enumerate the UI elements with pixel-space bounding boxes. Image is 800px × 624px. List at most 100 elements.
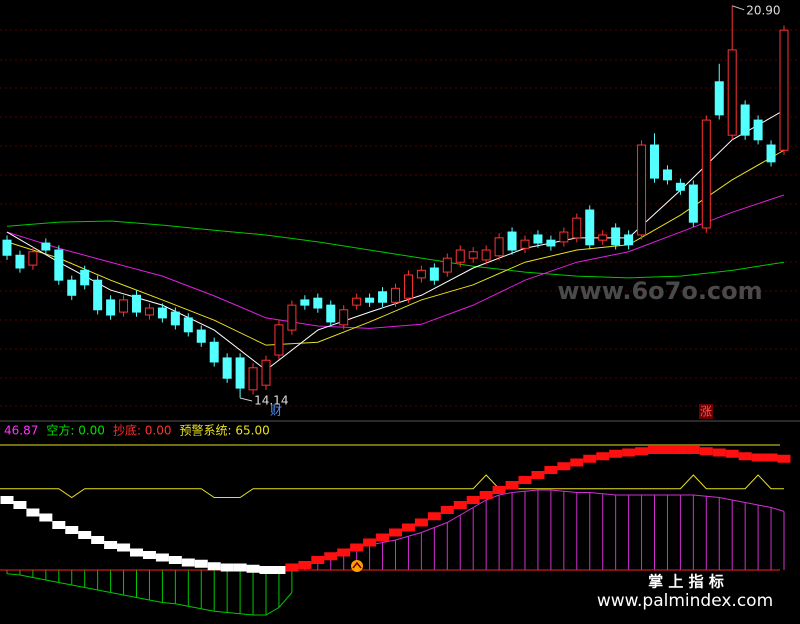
candle-body <box>403 274 413 299</box>
marker-cai: 财 <box>270 404 282 418</box>
low-label: 14.14 <box>254 393 288 407</box>
candle-body <box>15 254 25 269</box>
candle-body <box>533 234 543 244</box>
trend-block <box>376 533 390 542</box>
candle-body <box>93 279 103 311</box>
trend-block <box>570 458 584 467</box>
trend-block <box>609 449 623 458</box>
signal-arrow <box>352 561 362 569</box>
candle-body <box>80 269 90 286</box>
trend-block <box>298 561 312 569</box>
trend-block <box>751 453 765 462</box>
indicator-value: 46.87 <box>4 424 38 438</box>
candle-body <box>779 29 789 151</box>
high-label: 20.90 <box>746 3 780 17</box>
moving-average <box>6 109 785 371</box>
signal-icon <box>351 560 363 572</box>
trend-block <box>725 449 739 458</box>
candle-body <box>429 267 439 281</box>
candle-body <box>119 299 129 313</box>
trend-block <box>648 446 661 454</box>
candle-body <box>352 297 362 306</box>
trend-block <box>479 491 493 499</box>
trend-block <box>673 446 687 454</box>
candle-body <box>209 341 219 363</box>
candle-body <box>520 239 530 249</box>
alert-line <box>0 474 784 499</box>
trend-block <box>337 548 351 557</box>
marker-bg <box>699 404 713 419</box>
trend-block <box>78 531 92 539</box>
trend-block <box>544 466 558 474</box>
candle-body <box>442 257 452 273</box>
candle-body <box>740 104 750 136</box>
candle-body <box>559 231 569 243</box>
indicator-value: 空方: 0.00 <box>46 423 105 438</box>
trend-block <box>39 513 53 522</box>
trend-block <box>583 454 597 463</box>
candle-body <box>261 359 271 386</box>
candle-body <box>624 234 634 246</box>
candle-body <box>416 269 426 279</box>
candle-body <box>2 239 12 256</box>
candle-body <box>67 279 77 296</box>
trend-block <box>777 454 791 463</box>
trend-block <box>272 566 286 574</box>
candle-body <box>196 329 206 343</box>
candle-body <box>662 169 672 181</box>
trend-block <box>492 486 506 494</box>
trend-block <box>596 452 610 461</box>
trend-block <box>324 552 338 561</box>
trend-block <box>142 551 156 559</box>
trend-block <box>117 543 131 552</box>
trend-block <box>401 523 415 532</box>
candle-body <box>326 304 336 323</box>
candle-body <box>339 309 349 326</box>
candle-body <box>637 144 647 236</box>
trend-block <box>181 558 195 567</box>
indicator-value: 抄底: 0.00 <box>113 423 172 438</box>
trend-block <box>52 521 66 529</box>
trend-block <box>285 563 299 572</box>
trend-block <box>466 496 480 504</box>
trend-block <box>699 447 713 456</box>
candle-body <box>455 249 465 263</box>
candle-body <box>183 317 193 333</box>
candle-body <box>300 299 310 306</box>
moving-average <box>6 194 785 329</box>
trend-block <box>0 496 14 504</box>
grid <box>0 29 800 407</box>
candle-body <box>41 242 51 251</box>
histogram-edge <box>6 573 293 616</box>
trend-block <box>531 471 545 479</box>
marker-zhang: 涨 <box>700 404 712 419</box>
candle-body <box>132 294 141 313</box>
candle-body <box>675 182 685 191</box>
trend-block <box>311 556 325 564</box>
trend-block <box>233 563 247 572</box>
candle-body <box>248 367 258 391</box>
trend-block <box>350 543 364 552</box>
trend-block <box>246 564 260 573</box>
trend-block <box>104 541 118 549</box>
candle-body <box>494 237 504 257</box>
candle-body <box>54 249 64 281</box>
trend-block <box>91 536 105 544</box>
trend-block <box>635 447 649 456</box>
candle-body <box>714 81 724 116</box>
candle-body <box>28 251 38 266</box>
trend-block <box>363 538 377 547</box>
candle-body <box>585 209 595 246</box>
candle-body <box>598 234 608 241</box>
candle-body <box>365 297 375 303</box>
histogram-edge <box>304 489 785 568</box>
trend-block <box>660 446 674 454</box>
trend-block <box>259 566 273 574</box>
candle-body <box>611 227 621 246</box>
candle-body <box>766 144 776 163</box>
moving-average <box>6 149 785 346</box>
trend-block <box>65 526 79 534</box>
annotation-leader <box>239 397 253 402</box>
trend-block <box>622 448 636 457</box>
